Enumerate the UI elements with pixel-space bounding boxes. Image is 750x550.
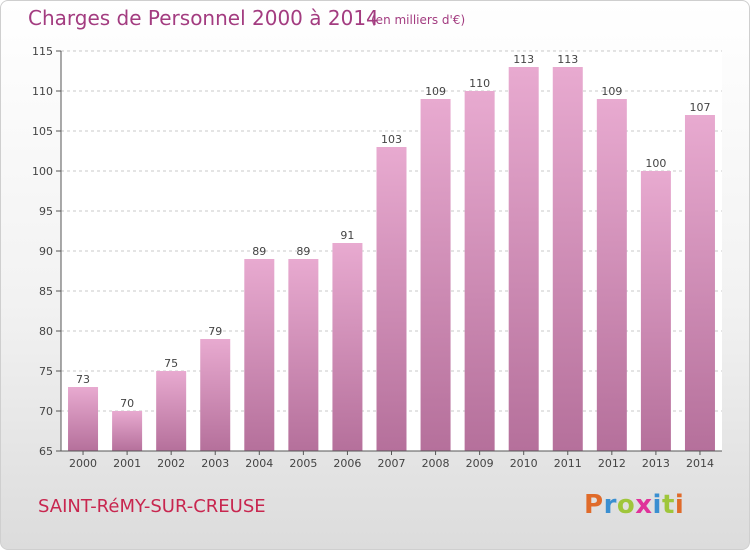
y-tick-label: 110	[32, 85, 53, 98]
x-tick-label: 2006	[333, 457, 361, 470]
data-label: 110	[469, 77, 490, 90]
x-axis: 2000 2001 2002 2003 2004 2005 2006 2007 2008 2009…	[61, 450, 722, 470]
x-tick-label: 2001	[113, 457, 141, 470]
bar-2001	[112, 411, 143, 451]
logo-letter: x	[635, 490, 653, 520]
chart-subtitle: (en milliers d'€)	[371, 13, 466, 27]
data-label: 100	[645, 157, 666, 170]
x-tick-label: 2004	[245, 457, 273, 470]
x-tick-label: 2003	[201, 457, 229, 470]
data-label: 91	[340, 229, 354, 242]
bar-2006	[332, 243, 363, 451]
x-tick-label: 2005	[289, 457, 317, 470]
bar-2013	[640, 171, 671, 451]
x-tick-label: 2013	[642, 457, 670, 470]
x-tick-label: 2000	[69, 457, 97, 470]
x-tick-label: 2014	[686, 457, 714, 470]
logo-letter: i	[652, 490, 662, 520]
data-label: 103	[381, 133, 402, 146]
y-tick-label: 90	[39, 245, 53, 258]
data-label: 70	[120, 397, 134, 410]
bar-2009	[464, 91, 495, 451]
data-label: 79	[208, 325, 222, 338]
y-tick-label: 115	[32, 45, 53, 58]
bar-2008	[420, 99, 451, 451]
bar-2010	[508, 67, 539, 451]
y-axis: 65 70 75 80 85 90 95 100 105 110 115	[32, 45, 62, 458]
proxiti-logo: Proxiti	[584, 490, 684, 520]
y-tick-label: 65	[39, 445, 53, 458]
x-tick-label: 2007	[378, 457, 406, 470]
x-tick-label: 2012	[598, 457, 626, 470]
logo-letter: t	[661, 490, 675, 520]
data-label: 113	[513, 53, 534, 66]
x-tick-label: 2008	[422, 457, 450, 470]
bars: 73 70 75 79 89 89 91 103 109 110 113 113 109 100 107	[68, 53, 715, 451]
data-label: 113	[557, 53, 578, 66]
bar-2003	[200, 339, 231, 451]
data-label: 107	[689, 101, 710, 114]
bar-2011	[552, 67, 583, 451]
data-label: 73	[76, 373, 90, 386]
data-label: 89	[296, 245, 310, 258]
x-tick-label: 2009	[466, 457, 494, 470]
data-label: 109	[601, 85, 622, 98]
y-tick-label: 95	[39, 205, 53, 218]
commune-name: SAINT-RéMY-SUR-CREUSE	[38, 496, 266, 517]
bar-2004	[244, 259, 275, 451]
y-tick-label: 100	[32, 165, 53, 178]
chart-title: Charges de Personnel 2000 à 2014	[28, 6, 379, 30]
y-tick-label: 105	[32, 125, 53, 138]
bar-2014	[684, 115, 715, 451]
x-tick-label: 2002	[157, 457, 185, 470]
logo-letter: r	[603, 490, 617, 520]
x-tick-label: 2010	[510, 457, 538, 470]
bar-2002	[156, 371, 187, 451]
y-tick-label: 70	[39, 405, 53, 418]
data-label: 109	[425, 85, 446, 98]
bar-2000	[68, 387, 99, 451]
y-tick-label: 75	[39, 365, 53, 378]
bar-2012	[596, 99, 627, 451]
logo-letter: o	[616, 490, 636, 520]
bar-2005	[288, 259, 319, 451]
bar-2007	[376, 147, 407, 451]
y-tick-label: 85	[39, 285, 53, 298]
logo-letter: i	[674, 490, 685, 520]
data-label: 89	[252, 245, 266, 258]
logo-letter: P	[584, 490, 604, 520]
data-label: 75	[164, 357, 178, 370]
x-tick-label: 2011	[554, 457, 582, 470]
y-tick-label: 80	[39, 325, 53, 338]
